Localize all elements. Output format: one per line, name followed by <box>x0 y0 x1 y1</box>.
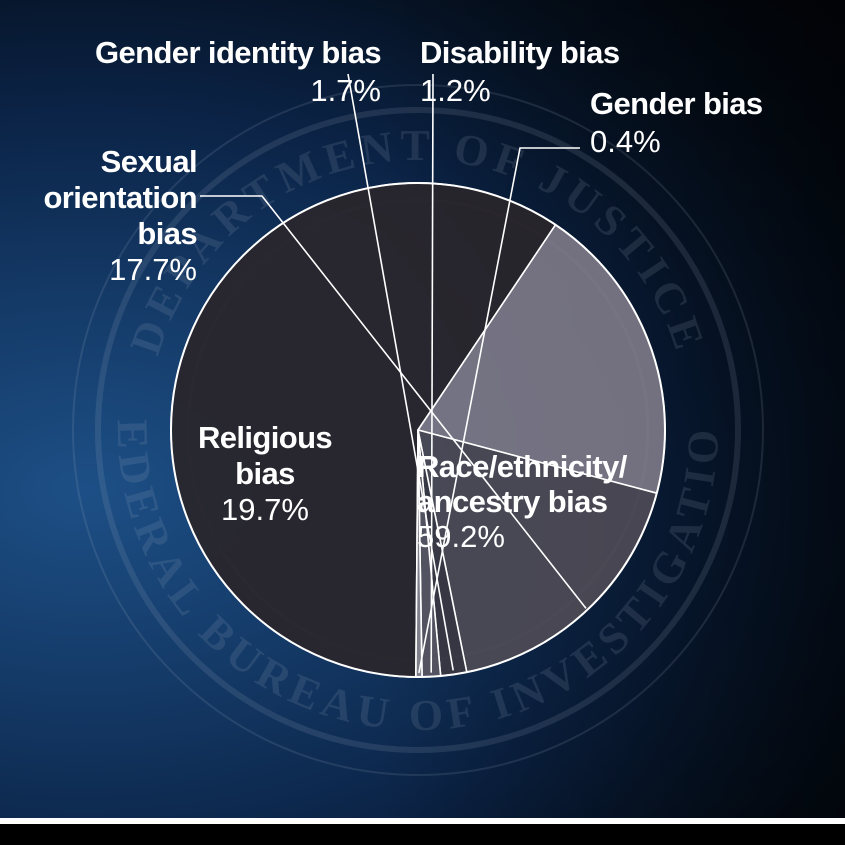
leader-line-gender <box>418 147 580 674</box>
bottom-band <box>0 824 845 845</box>
leader-line-gender-identity <box>347 73 454 671</box>
slice-label-text: Gender identity bias <box>95 35 381 70</box>
slice-label-text: Sexual <box>101 144 197 179</box>
slice-label-text: bias <box>137 216 197 251</box>
pie-outline <box>170 182 666 678</box>
slice-label-text: Disability bias <box>420 35 619 70</box>
leader-line-disability <box>430 73 434 673</box>
leader-line-sexual-orientation <box>200 195 587 609</box>
slice-label-text: Religious <box>198 420 332 455</box>
slice-label-text: Race/ethnicity/ <box>417 449 628 484</box>
slice-label-text: Gender bias <box>590 86 763 121</box>
bottom-divider <box>0 818 845 824</box>
slice-value-label: 1.2% <box>420 73 491 108</box>
pie-chart: DEPARTMENT OF JUSTICE FEDERAL BUREAU OF … <box>0 0 764 776</box>
slice-label-text: bias <box>235 456 295 491</box>
slice-label-text: orientation <box>43 180 197 215</box>
slice-value-label: 1.7% <box>310 73 381 108</box>
slice-label-text: ancestry bias <box>417 484 607 519</box>
slice-value-label: 19.7% <box>221 492 309 527</box>
slice-value-label: 59.2% <box>417 519 505 554</box>
pie-slices <box>170 182 666 678</box>
slice-value-label: 17.7% <box>109 252 197 287</box>
slice-value-label: 0.4% <box>590 124 661 159</box>
leader-lines <box>200 73 587 674</box>
